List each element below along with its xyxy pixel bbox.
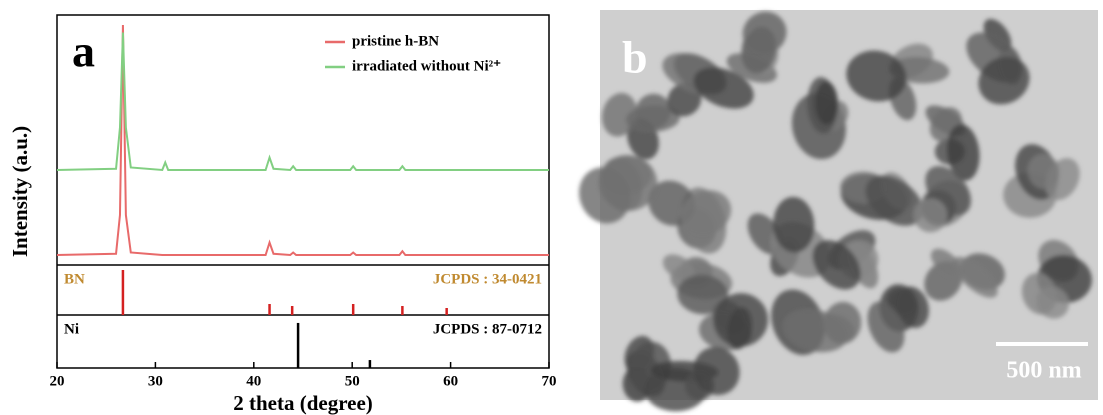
particle — [1027, 154, 1060, 190]
particle — [822, 314, 855, 342]
particle — [978, 56, 1030, 105]
legend-label: pristine h-BN — [352, 33, 439, 49]
xrd-chart: 20 30 40 50 60 70 2 theta (degree) Intensity (a… — [8, 14, 557, 415]
particle — [913, 198, 948, 233]
x-tick-label: 40 — [246, 373, 261, 389]
particle — [598, 154, 658, 211]
particle — [814, 81, 839, 125]
particle — [741, 26, 777, 74]
particle — [680, 190, 732, 236]
particle — [693, 347, 740, 396]
particle — [662, 254, 695, 281]
particle — [626, 105, 680, 132]
x-tick-label: 20 — [50, 373, 65, 389]
particle — [846, 50, 907, 102]
panel-label: a — [72, 26, 95, 77]
particle — [812, 240, 861, 290]
particle — [896, 286, 929, 328]
reference-name: Ni — [64, 321, 79, 337]
particle — [952, 256, 998, 298]
x-tick-label: 50 — [345, 373, 360, 389]
y-axis-label: Intensity (a.u.) — [8, 126, 32, 257]
particles — [579, 11, 1092, 412]
reference-card: JCPDS : 34-0421 — [433, 271, 542, 287]
x-tick-label: 30 — [148, 373, 163, 389]
xrd-line — [56, 24, 549, 257]
particle — [601, 92, 637, 137]
particle — [867, 301, 905, 353]
xrd-line — [56, 32, 549, 172]
tem-image: b 500 nm — [579, 10, 1098, 412]
legend-label: irradiated without Ni²⁺ — [352, 58, 501, 74]
panel-label: b — [622, 32, 648, 83]
particle — [773, 196, 815, 253]
reference-card: JCPDS : 87-0712 — [433, 321, 542, 337]
x-tick-label: 70 — [542, 373, 557, 389]
particle — [693, 67, 754, 109]
particle — [865, 175, 923, 226]
x-tick-label: 60 — [443, 373, 458, 389]
particle — [930, 248, 962, 277]
particle — [947, 124, 980, 181]
plot-frame — [56, 14, 550, 369]
x-axis-label: 2 theta (degree) — [233, 391, 373, 415]
reference-name: BN — [64, 271, 85, 287]
particle — [713, 293, 769, 347]
particle — [1021, 273, 1057, 315]
scale-bar-label: 500 nm — [1006, 358, 1081, 384]
